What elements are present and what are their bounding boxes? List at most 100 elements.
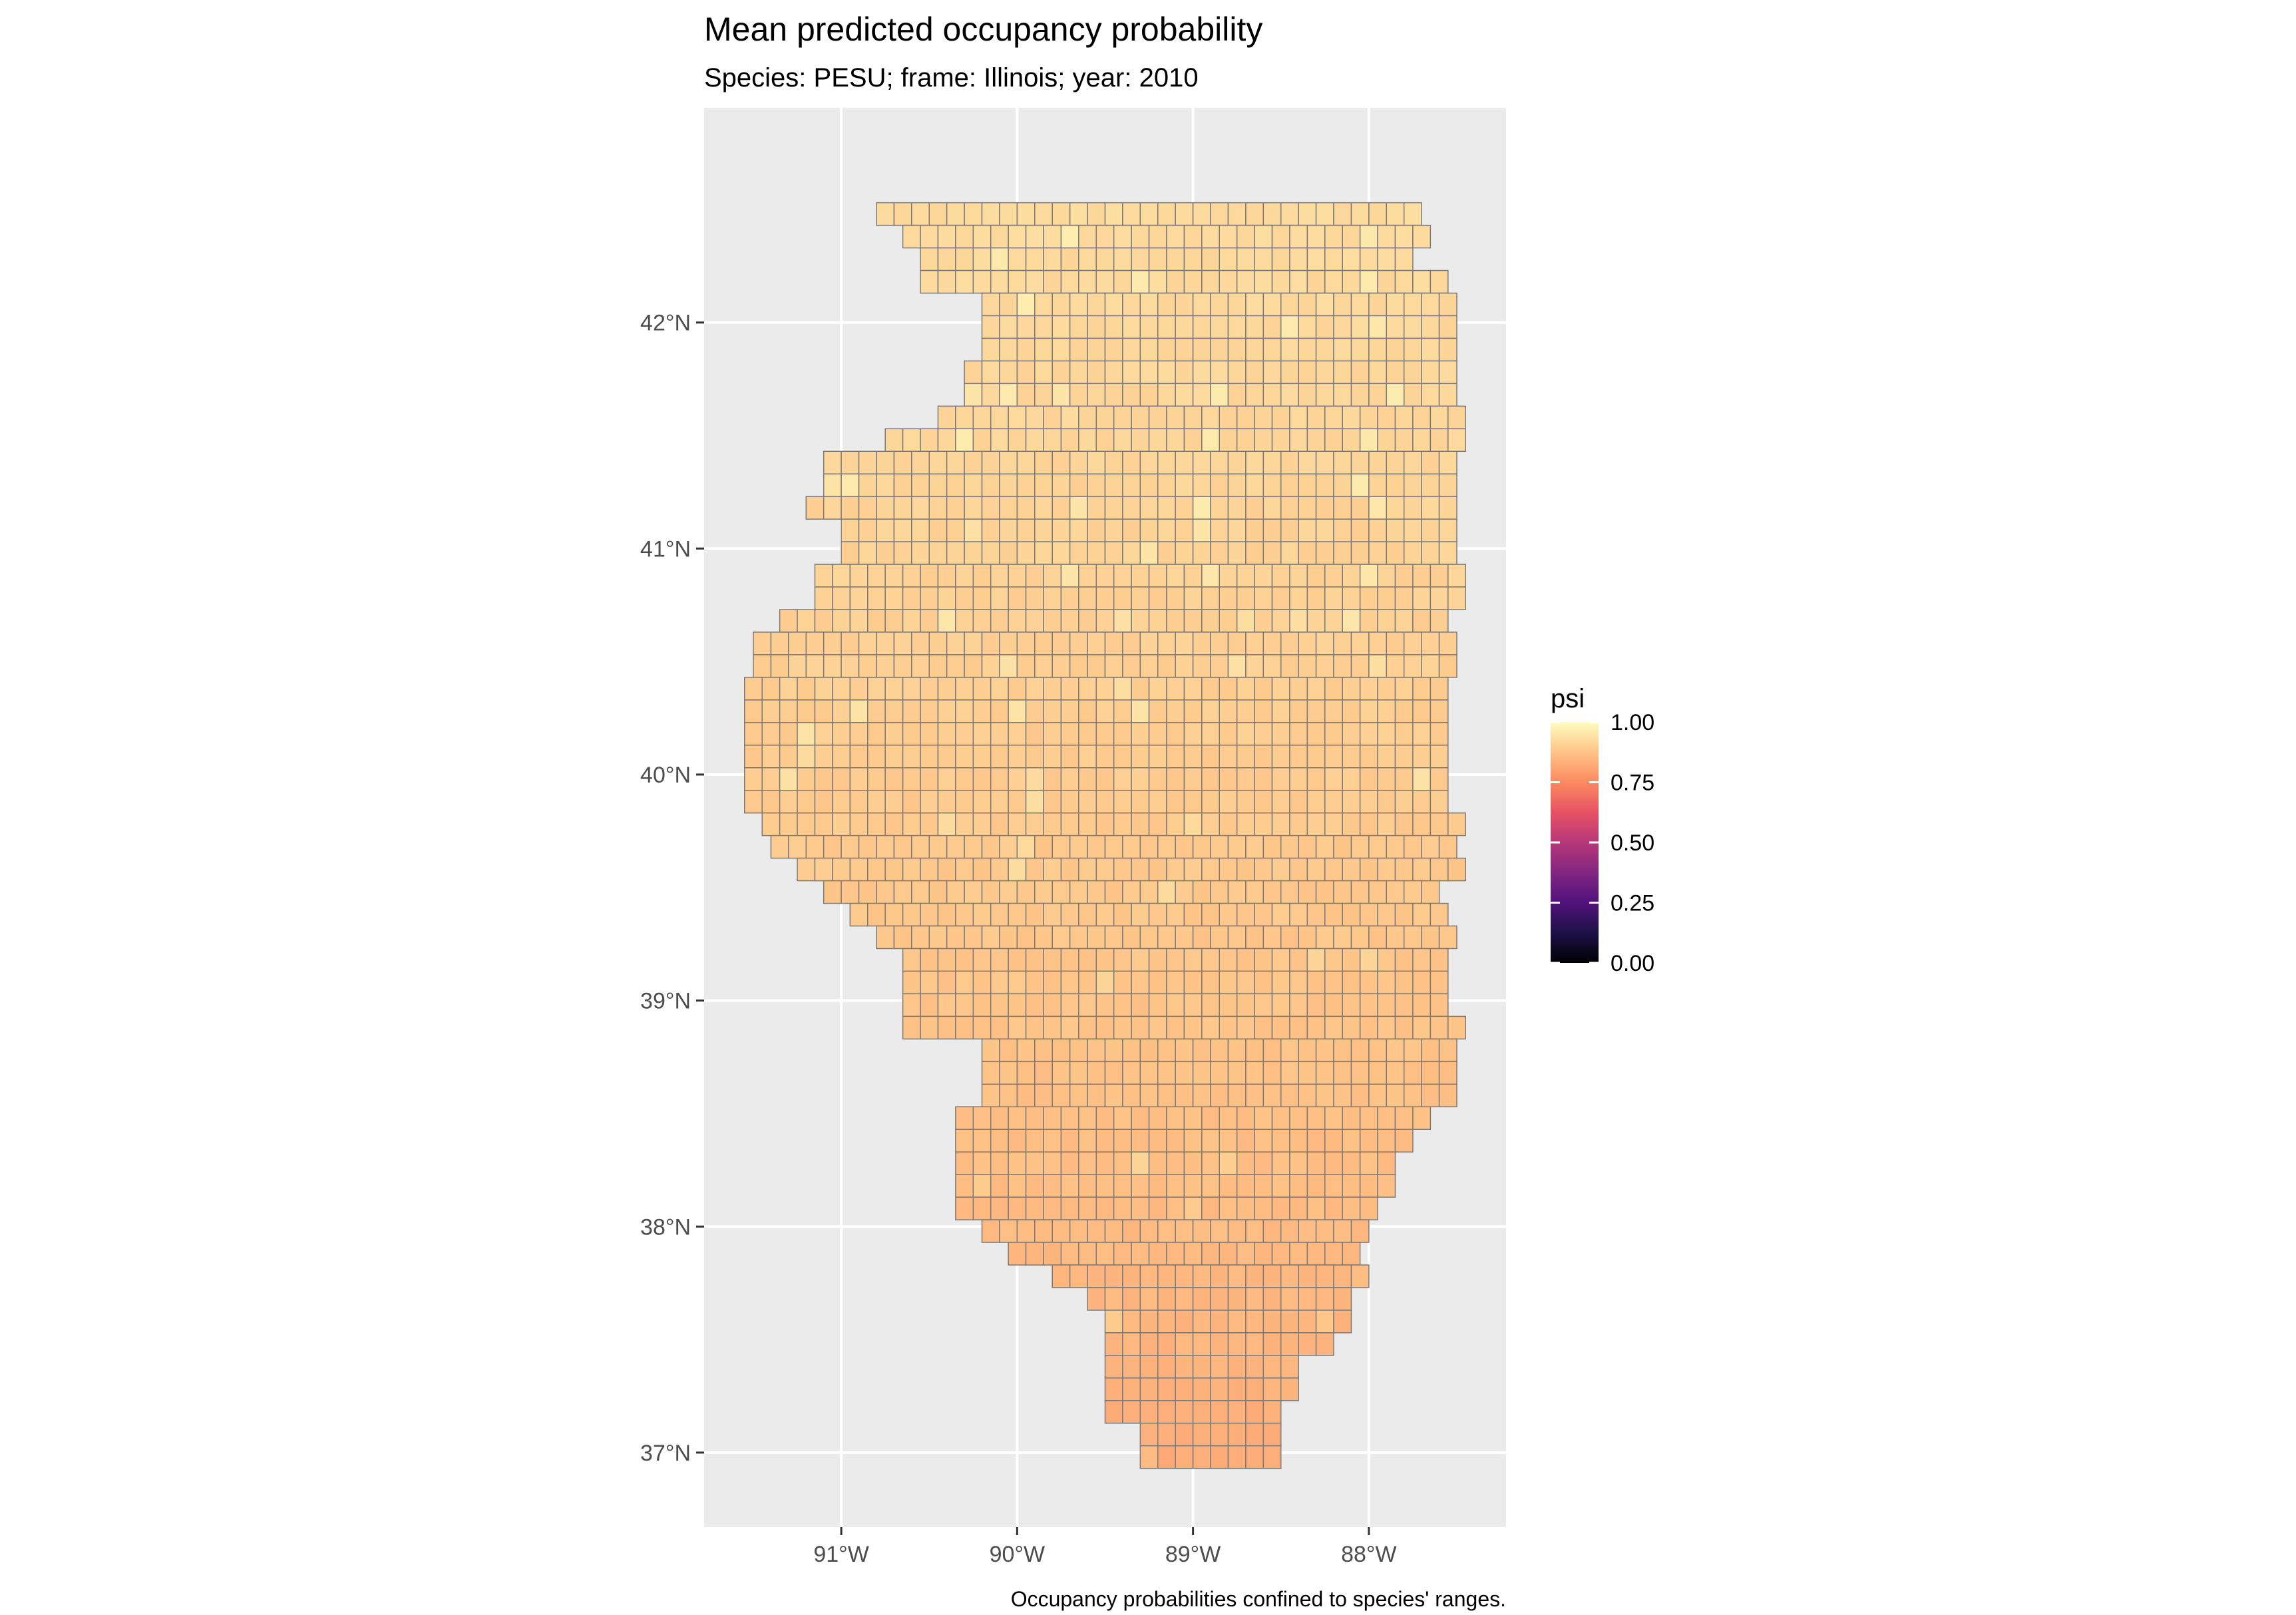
occupancy-cell (1060, 1196, 1079, 1220)
occupancy-cell (1034, 541, 1053, 565)
occupancy-cell (1245, 925, 1264, 950)
occupancy-cell (1430, 428, 1449, 452)
occupancy-cell (1060, 677, 1079, 701)
occupancy-cell (999, 925, 1018, 950)
occupancy-cell (1359, 677, 1378, 701)
occupancy-cell (1438, 518, 1457, 542)
occupancy-cell (1095, 1242, 1115, 1266)
occupancy-cell (1298, 473, 1317, 497)
occupancy-cell (849, 767, 868, 791)
occupancy-cell (1131, 745, 1150, 769)
occupancy-cell (999, 1061, 1018, 1085)
occupancy-cell (1219, 1129, 1238, 1153)
occupancy-cell (1289, 405, 1308, 430)
occupancy-cell (1306, 405, 1326, 430)
occupancy-cell (1368, 473, 1388, 497)
occupancy-cell (937, 609, 956, 633)
occupancy-cell (955, 405, 974, 430)
occupancy-cell (1210, 315, 1229, 339)
occupancy-cell (1386, 292, 1405, 317)
occupancy-cell (1148, 722, 1167, 746)
occupancy-cell (1438, 315, 1457, 339)
occupancy-cell (1350, 202, 1370, 226)
occupancy-cell (1227, 1264, 1246, 1288)
occupancy-cell (955, 1196, 974, 1220)
occupancy-cell (1368, 880, 1388, 904)
occupancy-cell (1166, 1196, 1185, 1220)
occupancy-cell (1139, 1083, 1159, 1108)
occupancy-cell (1095, 405, 1115, 430)
occupancy-cell (1060, 269, 1079, 294)
occupancy-cell (1262, 1355, 1282, 1379)
occupancy-cell (1377, 699, 1396, 723)
occupancy-cell (1394, 767, 1414, 791)
occupancy-cell (1139, 1423, 1159, 1447)
legend-tick-label: 0.50 (1611, 830, 1654, 856)
occupancy-cell (1342, 609, 1361, 633)
occupancy-cell (1359, 609, 1378, 633)
occupancy-cell (1219, 677, 1238, 701)
occupancy-cell (972, 224, 992, 249)
occupancy-cell (990, 857, 1009, 882)
occupancy-cell (1069, 383, 1088, 407)
occupancy-cell (1113, 1174, 1132, 1198)
occupancy-cell (1227, 1400, 1246, 1424)
occupancy-cell (1192, 360, 1211, 385)
occupancy-cell (1166, 609, 1185, 633)
occupancy-cell (1403, 518, 1422, 542)
occupancy-cell (1148, 1015, 1167, 1040)
occupancy-cell (1052, 880, 1071, 904)
occupancy-cell (1377, 1015, 1396, 1040)
occupancy-cell (1298, 518, 1317, 542)
occupancy-cell (1219, 902, 1238, 927)
occupancy-cell (1227, 834, 1246, 859)
occupancy-cell (1412, 857, 1432, 882)
occupancy-cell (981, 202, 1000, 226)
occupancy-cell (1060, 745, 1079, 769)
occupancy-cell (1438, 360, 1457, 385)
occupancy-cell (1008, 1129, 1027, 1153)
occupancy-cell (1350, 496, 1370, 520)
occupancy-cell (1394, 699, 1414, 723)
occupancy-cell (1052, 337, 1071, 362)
occupancy-cell (1421, 337, 1440, 362)
occupancy-cell (1034, 360, 1053, 385)
occupancy-cell (1078, 1151, 1097, 1175)
occupancy-cell (1324, 993, 1343, 1017)
occupancy-cell (1254, 1242, 1273, 1266)
occupancy-cell (1342, 699, 1361, 723)
occupancy-cell (1254, 745, 1273, 769)
occupancy-cells (744, 202, 1466, 1469)
occupancy-cell (920, 609, 939, 633)
occupancy-cell (928, 834, 948, 859)
occupancy-cell (1403, 1038, 1422, 1063)
occupancy-cell (1122, 337, 1141, 362)
occupancy-cell (1289, 902, 1308, 927)
occupancy-cell (1245, 383, 1264, 407)
occupancy-cell (1175, 1332, 1194, 1356)
occupancy-cell (902, 948, 921, 972)
occupancy-cell (1350, 450, 1370, 474)
occupancy-cell (1078, 857, 1097, 882)
occupancy-cell (841, 450, 860, 474)
occupancy-cell (964, 654, 983, 678)
occupancy-cell (1008, 1106, 1027, 1130)
occupancy-cell (1280, 315, 1299, 339)
occupancy-cell (1122, 450, 1141, 474)
occupancy-cell (955, 224, 974, 249)
occupancy-cell (814, 699, 833, 723)
occupancy-cell (1025, 857, 1044, 882)
occupancy-cell (1254, 405, 1273, 430)
occupancy-cell (1394, 564, 1414, 588)
occupancy-cell (1078, 405, 1097, 430)
occupancy-cell (1157, 1332, 1176, 1356)
occupancy-cell (1201, 1106, 1221, 1130)
occupancy-cell (1412, 609, 1432, 633)
occupancy-cell (1025, 405, 1044, 430)
occupancy-cell (1236, 857, 1255, 882)
occupancy-cell (1175, 1400, 1194, 1424)
occupancy-cell (1386, 1061, 1405, 1085)
occupancy-cell (990, 1106, 1009, 1130)
occupancy-cell (1227, 1332, 1246, 1356)
occupancy-cell (1183, 1196, 1203, 1220)
